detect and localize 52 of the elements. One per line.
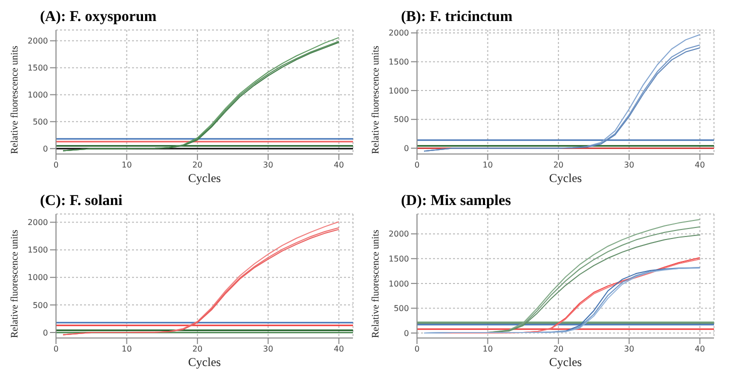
y-tick-label: 0 (404, 144, 409, 154)
x-axis-title: Cycles (549, 355, 582, 369)
y-tick-label: 0 (42, 328, 48, 338)
y-axis-title: Relative fluorescence units (370, 46, 382, 154)
y-tick-label: 1500 (388, 58, 409, 67)
y-tick-label: 500 (32, 300, 48, 310)
chart-title: (D): Mix samples (401, 192, 512, 210)
chart-title: (C): F. solani (40, 192, 124, 210)
x-tick-label: 30 (624, 160, 634, 170)
y-tick-label: 1000 (28, 273, 48, 282)
x-tick-label: 0 (414, 344, 420, 354)
x-tick-label: 20 (553, 160, 564, 170)
y-tick-label: 500 (32, 117, 48, 126)
x-axis-title: Cycles (188, 355, 222, 369)
y-tick-label: 0 (42, 144, 48, 154)
y-tick-label: 2000 (388, 28, 409, 38)
y-tick-label: 1500 (28, 64, 48, 73)
chart-title: (B): F. tricinctum (401, 8, 514, 26)
y-tick-label: 2000 (388, 230, 409, 239)
x-tick-label: 10 (122, 160, 132, 170)
x-tick-label: 20 (192, 344, 203, 354)
x-tick-label: 30 (263, 344, 274, 354)
x-tick-label: 40 (334, 160, 344, 170)
y-tick-label: 0 (404, 328, 409, 338)
x-tick-label: 40 (694, 344, 705, 354)
y-tick-label: 2000 (28, 218, 48, 228)
x-tick-label: 30 (263, 160, 274, 170)
x-tick-label: 30 (624, 344, 634, 354)
y-tick-label: 2000 (28, 36, 48, 46)
y-axis-title: Relative fluorescence units (10, 46, 21, 154)
y-tick-label: 1000 (28, 90, 48, 100)
x-tick-label: 20 (553, 344, 564, 354)
y-tick-label: 1000 (388, 86, 409, 96)
chart-title: (A): F. oxysporum (40, 8, 158, 26)
x-axis-title: Cycles (549, 171, 582, 185)
x-tick-label: 40 (334, 344, 344, 354)
x-tick-label: 10 (122, 344, 132, 354)
y-tick-label: 500 (394, 304, 409, 314)
x-tick-label: 0 (53, 160, 59, 170)
x-tick-label: 10 (482, 160, 493, 170)
y-tick-label: 1500 (28, 246, 48, 255)
x-tick-label: 0 (414, 160, 420, 170)
y-axis-title: Relative fluorescence units (10, 230, 21, 338)
x-tick-label: 0 (53, 344, 59, 354)
x-tick-label: 20 (192, 160, 203, 170)
x-axis-title: Cycles (188, 171, 222, 185)
y-tick-label: 1000 (388, 279, 409, 288)
y-tick-label: 500 (394, 115, 409, 124)
y-tick-label: 1500 (388, 254, 409, 264)
y-axis-title: Relative fluorescence units (370, 230, 382, 338)
x-tick-label: 40 (694, 160, 705, 170)
x-tick-label: 10 (482, 344, 493, 354)
